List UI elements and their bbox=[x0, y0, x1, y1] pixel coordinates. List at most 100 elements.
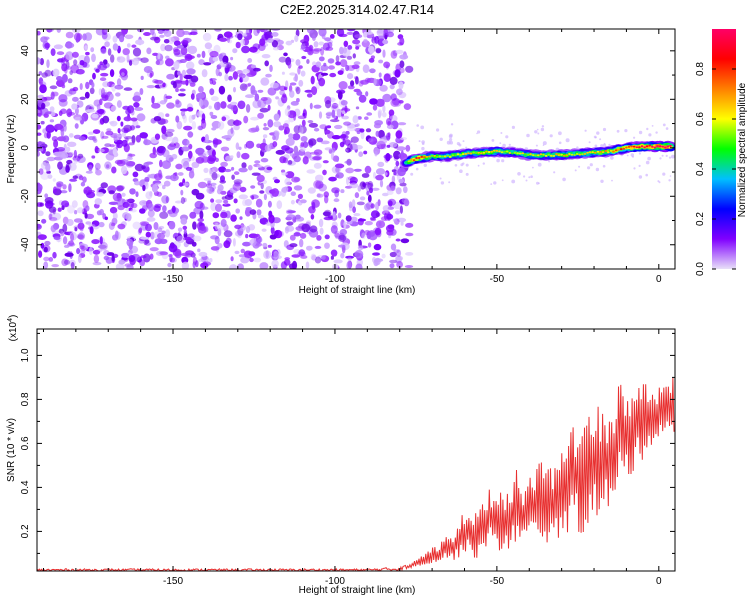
track-cell bbox=[645, 145, 649, 148]
noise-blob bbox=[65, 146, 71, 153]
track-cell bbox=[614, 149, 618, 152]
noise-blob bbox=[397, 122, 407, 126]
noise-blob bbox=[178, 182, 184, 187]
noise-blob bbox=[351, 64, 360, 70]
track-cell bbox=[524, 153, 527, 156]
noise-blob bbox=[248, 224, 256, 231]
noise-blob bbox=[48, 206, 57, 213]
noise-blob bbox=[51, 212, 62, 221]
noise-blob bbox=[218, 53, 224, 60]
noise-blob bbox=[164, 44, 173, 52]
noise-blob bbox=[96, 210, 102, 216]
noise-blob bbox=[235, 41, 241, 49]
noise-blob bbox=[251, 195, 255, 200]
track-cell bbox=[529, 153, 532, 156]
noise-blob bbox=[399, 205, 403, 214]
noise-blob bbox=[230, 214, 237, 222]
noise-blob bbox=[52, 178, 56, 182]
noise-blob bbox=[125, 207, 130, 212]
noise-blob bbox=[267, 200, 272, 208]
noise-blob bbox=[396, 88, 403, 96]
track-cell bbox=[599, 150, 602, 153]
faint-dot bbox=[541, 125, 545, 128]
noise-blob bbox=[183, 114, 187, 124]
noise-blob bbox=[333, 259, 343, 264]
noise-blob bbox=[141, 165, 146, 170]
noise-blob bbox=[256, 29, 261, 34]
noise-blob bbox=[245, 94, 254, 99]
noise-blob bbox=[300, 255, 308, 259]
track-cell bbox=[573, 154, 576, 156]
faint-dot bbox=[651, 125, 654, 127]
noise-blob bbox=[168, 157, 174, 162]
track-cell bbox=[568, 153, 571, 155]
noise-blob bbox=[281, 186, 289, 193]
noise-blob bbox=[201, 156, 210, 163]
noise-blob bbox=[220, 219, 227, 227]
noise-blob bbox=[399, 54, 409, 60]
noise-blob bbox=[278, 56, 287, 63]
noise-blob bbox=[269, 64, 273, 72]
noise-blob bbox=[279, 85, 287, 91]
noise-blob bbox=[71, 103, 78, 110]
noise-blob bbox=[265, 221, 271, 226]
noise-blob bbox=[121, 72, 125, 77]
noise-blob bbox=[395, 49, 404, 55]
noise-blob bbox=[43, 96, 53, 101]
noise-blob bbox=[181, 69, 187, 78]
noise-blob bbox=[221, 116, 227, 122]
noise-blob bbox=[85, 221, 92, 225]
noise-blob bbox=[117, 56, 121, 61]
noise-blob bbox=[230, 155, 234, 159]
noise-blob bbox=[274, 230, 279, 237]
noise-blob bbox=[352, 53, 356, 59]
track-cell bbox=[495, 149, 499, 152]
noise-blob bbox=[368, 230, 376, 237]
faint-dot bbox=[638, 152, 642, 155]
noise-blob bbox=[311, 49, 320, 54]
noise-blob bbox=[237, 263, 244, 269]
noise-blob bbox=[68, 162, 77, 171]
noise-blob bbox=[98, 221, 105, 228]
track-cell bbox=[448, 155, 452, 158]
noise-blob bbox=[358, 80, 364, 87]
noise-blob bbox=[293, 155, 301, 163]
noise-blob bbox=[368, 45, 375, 54]
faint-dot bbox=[439, 177, 442, 180]
noise-blob bbox=[257, 214, 264, 219]
noise-blob bbox=[151, 184, 158, 193]
noise-blob bbox=[218, 85, 226, 95]
noise-blob bbox=[195, 92, 206, 99]
track-cell bbox=[531, 154, 535, 157]
noise-blob bbox=[243, 115, 249, 124]
noise-blob bbox=[329, 72, 337, 78]
noise-blob bbox=[271, 188, 279, 197]
noise-blob bbox=[343, 40, 349, 47]
noise-blob bbox=[109, 206, 118, 214]
noise-blob bbox=[245, 104, 251, 113]
noise-blob bbox=[201, 113, 206, 122]
noise-blob bbox=[272, 135, 276, 141]
noise-blob bbox=[354, 250, 364, 259]
noise-blob bbox=[186, 61, 195, 70]
noise-blob bbox=[157, 227, 163, 233]
noise-blob bbox=[88, 164, 93, 171]
track-cell bbox=[505, 150, 509, 153]
noise-blob bbox=[203, 62, 212, 66]
noise-blob bbox=[112, 192, 122, 202]
noise-blob bbox=[354, 34, 363, 39]
noise-blob bbox=[198, 251, 208, 257]
noise-blob bbox=[270, 226, 275, 235]
noise-blob bbox=[37, 108, 43, 118]
noise-blob bbox=[239, 77, 244, 83]
track-cell bbox=[516, 152, 519, 155]
noise-blob bbox=[315, 61, 322, 68]
noise-blob bbox=[382, 39, 389, 45]
noise-blob bbox=[313, 180, 322, 189]
noise-blob bbox=[375, 48, 382, 53]
faint-dot bbox=[616, 129, 620, 133]
noise-blob bbox=[91, 155, 96, 159]
noise-blob bbox=[224, 194, 234, 200]
noise-blob bbox=[132, 221, 141, 230]
noise-blob bbox=[389, 259, 398, 264]
